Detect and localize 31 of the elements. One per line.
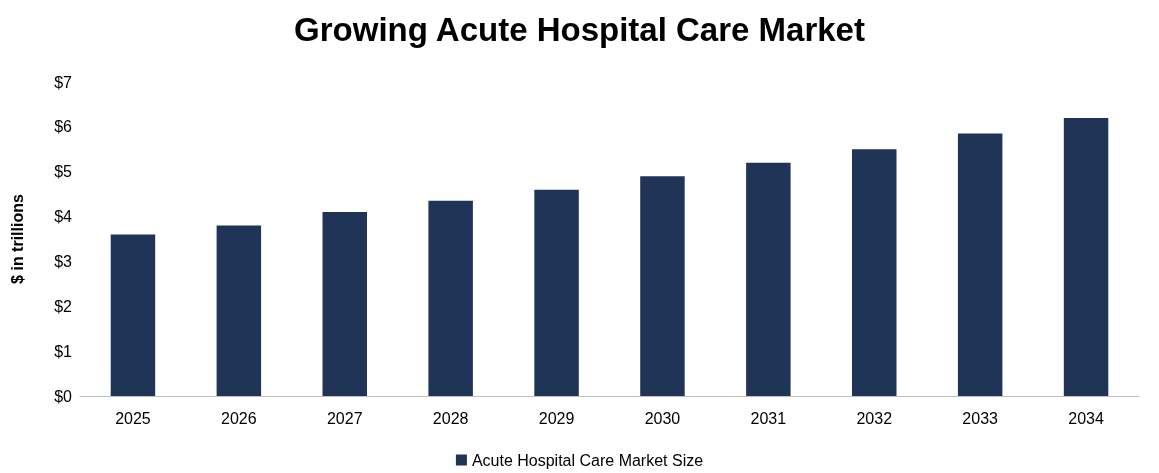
bar — [640, 176, 685, 396]
chart-title: Growing Acute Hospital Care Market — [294, 11, 865, 48]
y-tick-label: $4 — [54, 208, 73, 226]
bar — [957, 133, 1003, 396]
bar — [852, 149, 897, 396]
y-axis-title: $ in trillions — [8, 194, 26, 284]
legend-label: Acute Hospital Care Market Size — [471, 451, 704, 469]
y-tick-label: $3 — [54, 252, 73, 270]
y-tick-label: $6 — [54, 118, 73, 136]
bar — [216, 225, 262, 396]
x-tick-label: 2028 — [432, 409, 469, 427]
x-tick-label: 2034 — [1068, 409, 1104, 427]
x-tick-label: 2027 — [326, 409, 363, 427]
x-tick-label: 2033 — [962, 409, 999, 427]
x-tick-label: 2026 — [221, 409, 257, 427]
x-tick-label: 2025 — [115, 409, 151, 427]
bar — [110, 234, 156, 396]
y-tick-label: $5 — [54, 163, 73, 181]
bar — [534, 189, 579, 396]
bar — [746, 162, 791, 396]
bar — [428, 200, 473, 396]
bar — [322, 212, 367, 396]
x-tick-label: 2032 — [856, 409, 893, 427]
x-tick-label: 2029 — [538, 409, 575, 427]
y-tick-label: $1 — [54, 342, 73, 360]
x-tick-label: 2031 — [750, 409, 787, 427]
y-tick-label: $0 — [54, 387, 73, 405]
x-tick-label: 2030 — [644, 409, 681, 427]
y-tick-label: $7 — [54, 73, 73, 91]
bar — [1063, 117, 1109, 396]
y-tick-label: $2 — [54, 297, 73, 315]
